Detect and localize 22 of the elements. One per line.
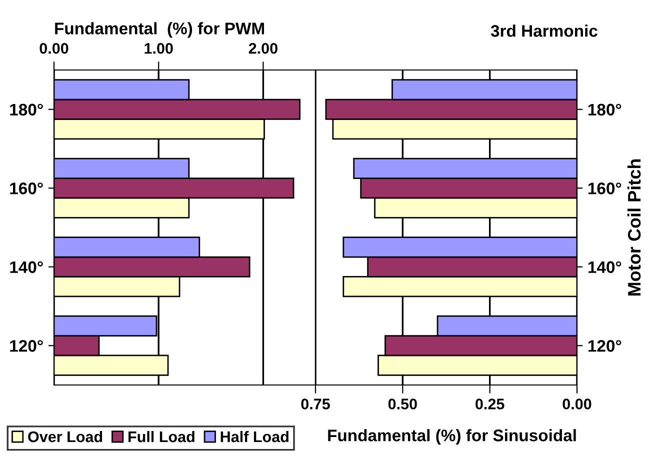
x-tick-label: 0.00 — [40, 42, 68, 54]
y-axis-title: Motor Coil Pitch — [627, 159, 641, 296]
x-axis-title: Fundamental (%) for PWM — [55, 22, 264, 38]
y-tick-label: 140° — [10, 261, 43, 274]
y-tick-label: 120° — [588, 340, 622, 352]
x-tick-label: 2.00 — [248, 42, 278, 54]
y-tick-label: 160° — [10, 182, 43, 194]
legend-label: Over Load — [28, 430, 102, 442]
x-tick-label: 0.50 — [388, 398, 417, 410]
legend-label: Half Load — [220, 430, 288, 442]
x-tick-label: 0.25 — [476, 398, 504, 410]
chart-title: 3rd Harmonic — [490, 24, 598, 37]
legend-label: Full Load — [128, 430, 194, 442]
y-tick-label: 160° — [588, 182, 622, 194]
x-tick-label: 0.00 — [562, 398, 592, 410]
x-tick-label: 1.00 — [144, 42, 173, 54]
y-tick-label: 180° — [10, 104, 43, 116]
x-tick-label: 0.75 — [301, 398, 330, 410]
y-tick-label: 180° — [588, 104, 622, 116]
y-tick-label: 120° — [10, 340, 43, 352]
y-tick-label: 140° — [588, 261, 622, 274]
x-axis-title: Fundamental (%) for Sinusoidal — [328, 429, 576, 445]
